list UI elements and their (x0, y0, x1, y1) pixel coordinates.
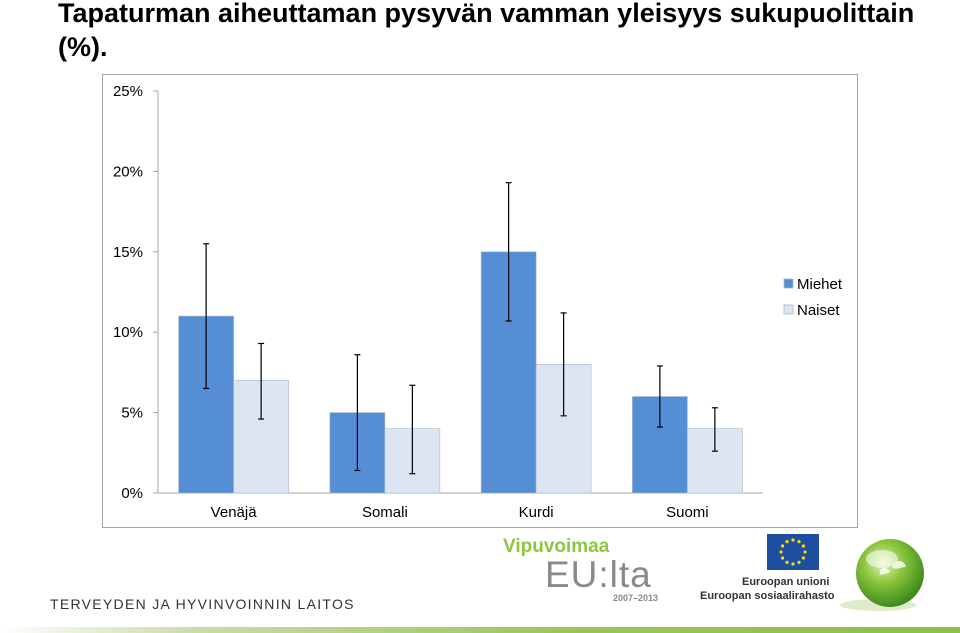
legend-swatch (783, 278, 794, 289)
eu-flag-icon (767, 534, 819, 570)
eu-star (797, 540, 801, 544)
y-tick-label: 5% (121, 405, 143, 422)
legend-swatch (783, 304, 794, 315)
y-tick-label: 25% (113, 83, 143, 100)
y-tick-label: 0% (121, 485, 143, 502)
eu-star (801, 556, 805, 560)
eu-star (791, 538, 795, 542)
eu-lta-text: EU:lta (545, 554, 652, 595)
vipuvoimaa-text: Vipuvoimaa (503, 536, 610, 557)
chart-frame: 0% 5% 10% 15% 20% 25% Venäjä Somali Kurdi Suomi Mi… (102, 74, 858, 528)
legend-label: Miehet (797, 276, 843, 293)
x-tick-label: Kurdi (519, 504, 554, 521)
y-tick-label: 15% (113, 244, 143, 261)
bottom-accent-bar (0, 627, 960, 633)
eu-star (785, 540, 789, 544)
y-tick-label: 20% (113, 163, 143, 180)
eu-star (797, 560, 801, 564)
eu-logo: Euroopan unioni Euroopan sosiaalirahasto (700, 532, 834, 604)
eu-star (791, 562, 795, 566)
eu-star (803, 550, 807, 554)
legend-label: Naiset (797, 302, 840, 319)
x-tick-label: Suomi (666, 504, 709, 521)
bar-chart: 0% 5% 10% 15% 20% 25% Venäjä Somali Kurdi Suomi Mi… (113, 83, 843, 521)
slide-title: Tapaturman aiheuttaman pysyvän vamman yl… (58, 0, 915, 62)
x-tick-label: Somali (362, 504, 408, 521)
vip-years-text: 2007–2013 (613, 593, 659, 603)
footer-organization: TERVEYDEN JA HYVINVOINNIN LAITOS (50, 596, 355, 612)
vipuvoimaa-logo: Vipuvoimaa EU:lta 2007–2013 (503, 536, 663, 606)
eu-star (801, 544, 805, 548)
eu-line2: Euroopan sosiaalirahasto (700, 590, 835, 602)
eu-star (781, 544, 785, 548)
x-tick-label: Venäjä (211, 504, 258, 521)
y-tick-label: 10% (113, 324, 143, 341)
eu-star (779, 550, 783, 554)
eu-line1: Euroopan unioni (742, 576, 830, 588)
eu-star (785, 560, 789, 564)
eu-star (781, 556, 785, 560)
green-globe-icon (840, 539, 924, 611)
